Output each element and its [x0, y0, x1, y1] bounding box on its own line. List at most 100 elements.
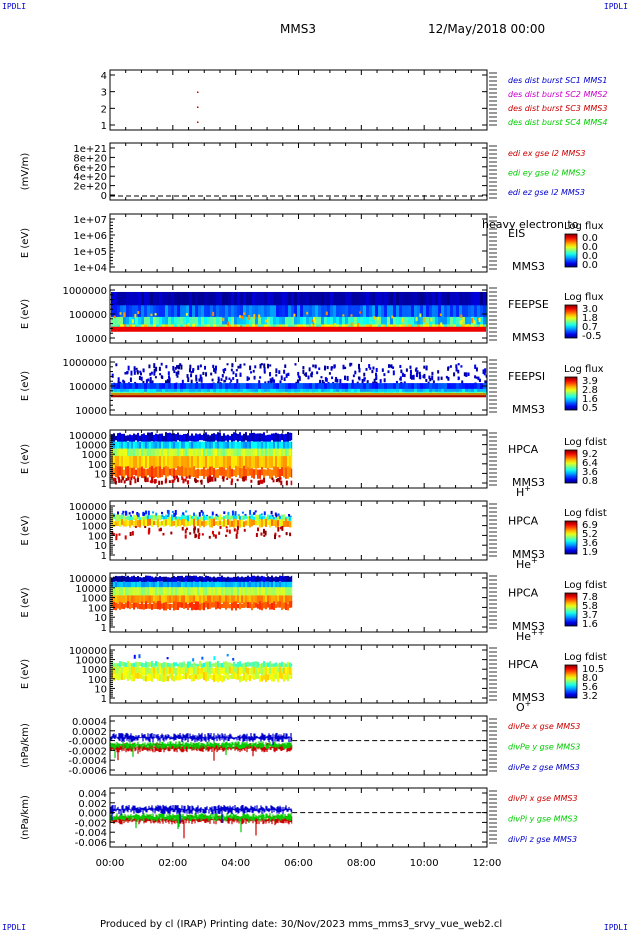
heatmap-cell: [195, 575, 197, 584]
heatmap-cell: [348, 291, 351, 306]
heatmap-cell: [366, 305, 369, 318]
heatmap-cell: [160, 480, 163, 485]
heatmap-cell: [219, 388, 222, 393]
heatmap-cell: [162, 383, 165, 390]
heatmap-cell: [249, 587, 251, 597]
heatmap-cell: [282, 383, 285, 390]
heatmap-cell: [219, 595, 221, 604]
heatmap-cell: [185, 673, 187, 680]
heatmap-cell: [133, 467, 135, 476]
heatmap-cell: [303, 383, 306, 390]
heatmap-cell: [414, 291, 417, 306]
heatmap-cell: [211, 511, 214, 516]
heatmap-cell: [227, 321, 230, 326]
heatmap-cell: [149, 518, 151, 526]
heatmap-cell: [275, 603, 277, 608]
heatmap-cell: [137, 432, 139, 443]
heatmap-cell: [155, 672, 157, 679]
heatmap-cell: [267, 520, 269, 526]
heatmap-cell: [239, 577, 241, 583]
y-tick-label: 0: [101, 191, 107, 202]
heatmap-cell: [275, 441, 277, 450]
heatmap-cell: [131, 666, 133, 676]
heatmap-cell: [149, 381, 152, 384]
heatmap-cell: [115, 435, 117, 441]
heatmap-cell: [189, 316, 192, 326]
heatmap-cell: [169, 468, 171, 476]
heatmap-cell: [217, 441, 219, 450]
heatmap-cell: [265, 602, 267, 610]
heatmap-cell: [201, 533, 204, 536]
legend-entry: divPi x gse MMS3: [508, 794, 578, 803]
heatmap-cell: [383, 373, 386, 377]
heatmap-cell: [193, 595, 195, 604]
heatmap-cell: [113, 674, 115, 681]
heatmap-cell: [396, 316, 399, 326]
heatmap-cell: [117, 581, 119, 588]
heatmap-cell: [143, 595, 145, 604]
heatmap-cell: [270, 291, 273, 306]
heatmap-cell: [137, 666, 139, 675]
heatmap-cell: [173, 448, 175, 457]
heatmap-cell: [303, 291, 306, 306]
heatmap-cell: [203, 602, 205, 611]
heatmap-cell: [251, 514, 253, 521]
heatmap-cell: [180, 305, 183, 318]
heatmap-cell: [147, 291, 150, 306]
heatmap-cell: [418, 374, 421, 379]
heatmap-cell: [400, 369, 403, 374]
heatmap-cell: [183, 515, 185, 522]
heatmap-cell: [186, 316, 189, 326]
heatmap-cell: [257, 527, 260, 532]
species-charge: +: [525, 699, 532, 708]
heatmap-cell: [287, 581, 289, 588]
heatmap-cell: [402, 388, 405, 393]
heatmap-cell: [213, 602, 215, 608]
heatmap-cell: [155, 581, 157, 588]
heatmap-cell: [199, 673, 201, 680]
heatmap-cell: [264, 383, 267, 390]
heatmap-cell: [207, 661, 209, 669]
heatmap-cell: [336, 291, 339, 306]
heatmap-cell: [239, 516, 241, 522]
heatmap-cell: [161, 456, 163, 469]
heatmap-cell: [372, 366, 375, 370]
heatmap-cell: [263, 518, 265, 527]
heatmap-cell: [193, 528, 196, 534]
spacecraft-label: MMS3: [512, 476, 545, 489]
heatmap-cell: [228, 377, 231, 380]
heatmap-cell: [279, 434, 281, 443]
heatmap-cell: [158, 480, 161, 485]
colorbar-tick-label: 8.0: [582, 673, 598, 684]
heatmap-cell: [366, 324, 369, 328]
heatmap-cell: [157, 515, 159, 522]
heatmap-cell: [139, 441, 141, 450]
heatmap-cell: [115, 363, 118, 367]
heatmap-cell: [269, 603, 271, 610]
heatmap-cell: [250, 371, 253, 374]
heatmap-cell: [177, 388, 180, 393]
heatmap-cell: [145, 595, 147, 604]
heatmap-cell: [205, 581, 207, 588]
heatmap-cell: [177, 575, 179, 582]
heatmap-cell: [199, 581, 201, 588]
heatmap-cell: [426, 291, 429, 306]
heatmap-cell: [194, 478, 197, 482]
heatmap-cell: [201, 521, 203, 526]
heatmap-cell: [161, 511, 164, 514]
heatmap-cell: [447, 291, 450, 306]
heatmap-cell: [279, 441, 281, 450]
heatmap-cell: [123, 581, 125, 588]
heatmap-cell: [273, 433, 275, 442]
heatmap-cell: [285, 291, 288, 306]
colorbar-tick-label: 9.2: [582, 449, 598, 460]
heatmap-cell: [252, 383, 255, 390]
colorbar-tick-label: 1.8: [582, 313, 598, 324]
heatmap-cell: [432, 305, 435, 318]
heatmap-cell: [159, 388, 162, 393]
heatmap-cell: [171, 468, 173, 477]
heatmap-cell: [139, 517, 141, 520]
heatmap-cell: [232, 657, 235, 661]
heatmap-cell: [217, 520, 219, 527]
heatmap-cell: [239, 363, 242, 369]
